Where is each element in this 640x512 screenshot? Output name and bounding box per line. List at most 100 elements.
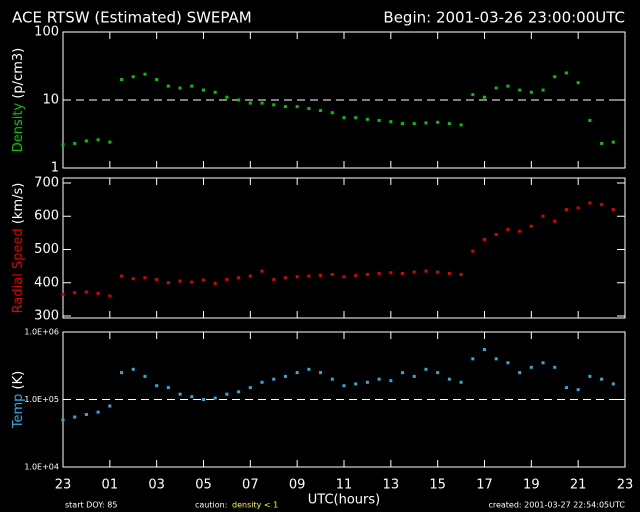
data-point bbox=[61, 143, 65, 147]
data-point bbox=[447, 122, 451, 126]
data-point bbox=[506, 228, 510, 232]
y-tick-label: 500 bbox=[34, 242, 59, 257]
data-point bbox=[225, 392, 229, 396]
data-point bbox=[471, 249, 475, 253]
data-point bbox=[73, 415, 77, 419]
data-point bbox=[307, 106, 311, 110]
data-point bbox=[120, 371, 124, 375]
data-point bbox=[377, 377, 381, 381]
data-point bbox=[202, 398, 205, 401]
data-point bbox=[202, 278, 205, 282]
data-point bbox=[483, 238, 486, 242]
data-point bbox=[342, 116, 346, 120]
data-point bbox=[611, 140, 615, 144]
x-tick-label: 01 bbox=[102, 478, 119, 493]
x-tick-label: 09 bbox=[289, 478, 306, 493]
y-axis-label: Radial Speed (km/s) bbox=[11, 183, 26, 314]
x-tick-label: 23 bbox=[617, 478, 634, 493]
data-point bbox=[237, 276, 241, 280]
data-point bbox=[412, 270, 416, 274]
data-point bbox=[213, 281, 217, 285]
data-point bbox=[529, 365, 533, 369]
data-point bbox=[564, 386, 568, 390]
data-point bbox=[143, 374, 147, 378]
y-axis-label-unit: (p/cm3) bbox=[11, 48, 26, 99]
data-point bbox=[131, 367, 135, 371]
y-axis-label-unit: (km/s) bbox=[11, 183, 26, 225]
data-point bbox=[518, 88, 522, 92]
data-point bbox=[84, 412, 88, 416]
data-point bbox=[401, 271, 405, 275]
data-point bbox=[389, 379, 393, 383]
data-point bbox=[447, 271, 451, 275]
data-point bbox=[330, 272, 334, 276]
data-point bbox=[471, 93, 475, 97]
data-point bbox=[260, 380, 264, 384]
data-point bbox=[424, 269, 428, 273]
data-point bbox=[178, 279, 182, 283]
data-point bbox=[319, 371, 323, 375]
x-tick-label: 05 bbox=[195, 478, 212, 493]
data-point bbox=[354, 382, 358, 386]
data-point bbox=[494, 357, 498, 361]
data-point bbox=[202, 88, 205, 92]
data-point bbox=[61, 292, 65, 296]
data-point bbox=[424, 367, 428, 371]
data-point bbox=[600, 203, 604, 207]
y-tick-label: 1.0E+04 bbox=[24, 463, 59, 472]
data-point bbox=[108, 140, 112, 144]
data-point bbox=[354, 116, 358, 120]
data-point bbox=[272, 277, 276, 281]
data-point bbox=[330, 111, 334, 115]
y-axis-label: Temp (K) bbox=[11, 371, 26, 429]
created-time: created: 2001-03-27 22:54:05UTC bbox=[488, 501, 625, 510]
data-point bbox=[166, 281, 170, 285]
data-point bbox=[424, 121, 428, 125]
data-point bbox=[319, 273, 323, 277]
data-point bbox=[611, 382, 615, 386]
data-point bbox=[459, 272, 463, 276]
data-point bbox=[377, 271, 381, 275]
data-point bbox=[213, 90, 217, 94]
data-point bbox=[84, 139, 88, 143]
y-tick-label: 300 bbox=[34, 309, 59, 324]
data-point bbox=[248, 274, 252, 278]
data-point bbox=[529, 224, 533, 228]
data-point bbox=[131, 277, 135, 281]
data-point bbox=[295, 275, 299, 279]
data-point bbox=[283, 374, 287, 378]
data-point bbox=[166, 84, 170, 88]
y-axis-label-name: Radial Speed bbox=[11, 228, 26, 313]
data-point bbox=[73, 141, 77, 145]
y-axis-label-name: Temp bbox=[11, 394, 26, 430]
data-point bbox=[588, 118, 592, 122]
data-point bbox=[120, 274, 124, 278]
y-tick-label: 100 bbox=[34, 25, 59, 40]
data-point bbox=[248, 386, 252, 390]
caution: caution: bbox=[195, 501, 227, 510]
data-point bbox=[377, 118, 381, 122]
data-point bbox=[494, 233, 498, 237]
x-axis-label: UTC(hours) bbox=[308, 493, 380, 508]
data-point bbox=[131, 75, 135, 79]
data-point bbox=[225, 95, 229, 99]
x-tick-label: 07 bbox=[242, 478, 259, 493]
data-point bbox=[272, 377, 276, 381]
data-point bbox=[342, 384, 346, 388]
data-point bbox=[108, 294, 112, 298]
x-tick-label: 17 bbox=[476, 478, 493, 493]
data-point bbox=[155, 78, 159, 82]
data-point bbox=[541, 88, 545, 92]
data-point bbox=[225, 277, 229, 281]
data-point bbox=[365, 272, 369, 276]
data-point bbox=[553, 365, 557, 369]
x-tick-label: 13 bbox=[383, 478, 400, 493]
data-point bbox=[178, 86, 182, 90]
data-point bbox=[529, 90, 533, 94]
data-point bbox=[283, 105, 287, 109]
y-tick-label: 1.0E+06 bbox=[24, 328, 59, 337]
y-axis-label-name: Density bbox=[11, 102, 26, 152]
data-point bbox=[611, 208, 615, 212]
